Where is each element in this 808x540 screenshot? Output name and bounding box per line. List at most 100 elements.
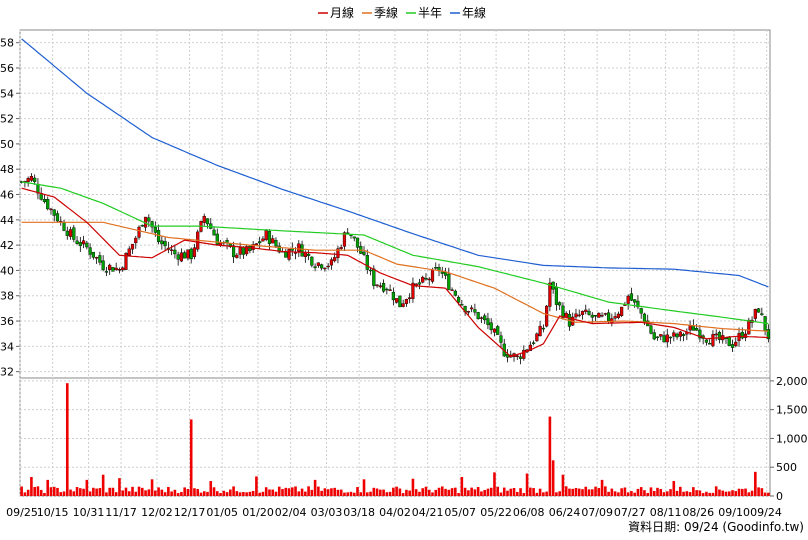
volume-bar: [636, 488, 640, 496]
candle-body: [339, 247, 343, 249]
volume-bar: [489, 487, 493, 496]
volume-bar: [604, 486, 607, 496]
x-tick-label: 06/08: [513, 506, 545, 519]
volume-bar: [718, 489, 721, 496]
volume-bar: [121, 490, 125, 496]
volume-bar: [538, 488, 542, 496]
candle-body: [681, 334, 686, 336]
candle-body: [456, 296, 461, 303]
volume-bar: [597, 488, 601, 496]
volume-bar: [39, 489, 43, 496]
candle-body: [98, 255, 102, 263]
volume-tick-label: 1,000: [776, 432, 808, 445]
candle-body: [593, 315, 598, 317]
candle-body: [756, 308, 761, 313]
volume-bar: [711, 492, 715, 496]
candle-body: [424, 277, 428, 280]
volume-bar: [577, 488, 581, 496]
candle-body: [499, 335, 503, 343]
candle-body: [489, 322, 493, 331]
candle-body: [108, 264, 112, 270]
volume-bar: [124, 487, 128, 496]
x-tick-label: 01/05: [206, 506, 238, 519]
volume-bar: [411, 478, 415, 496]
volume-bar: [698, 490, 702, 496]
candle-body: [473, 309, 477, 313]
candle-body: [636, 300, 640, 308]
moving-average-lines: [21, 38, 769, 358]
candle-body: [528, 344, 532, 352]
volume-bar: [144, 490, 147, 496]
candle-body: [297, 243, 301, 252]
candle-body: [42, 199, 47, 202]
price-tick-label: 36: [0, 315, 14, 328]
volume-bar: [369, 491, 372, 496]
x-tick-label: 01/20: [242, 506, 274, 519]
candle-body: [704, 339, 709, 343]
candle-body: [300, 244, 304, 257]
candle-body: [427, 278, 431, 281]
volume-bar: [525, 473, 529, 496]
volume-bar: [189, 419, 193, 496]
volume-bar: [46, 479, 50, 496]
legend: 月線 季線 半年 年線: [318, 5, 486, 20]
volume-bar: [52, 486, 56, 496]
price-tick-label: 46: [0, 189, 14, 202]
candle-body: [531, 342, 536, 344]
candle-body: [147, 217, 151, 222]
volume-bar: [502, 487, 506, 496]
candle-body: [453, 290, 457, 296]
volume-bar: [639, 487, 643, 496]
x-tick-label: 12/17: [174, 506, 206, 519]
volume-bar: [613, 491, 617, 496]
volume-bar: [287, 488, 291, 496]
candle-body: [734, 341, 738, 346]
candle-body: [333, 257, 337, 262]
quarter-line: [21, 221, 769, 332]
volume-bar: [274, 491, 278, 496]
candle-body: [336, 248, 340, 258]
volume-bar: [79, 488, 82, 496]
volume-bar: [708, 492, 711, 496]
volume-bar: [131, 486, 134, 496]
volume-bar: [467, 490, 470, 496]
volume-bar: [688, 492, 692, 496]
volume-bar: [26, 489, 30, 496]
candle-body: [274, 240, 278, 247]
volume-bar: [206, 491, 209, 496]
candle-body: [52, 209, 56, 216]
candle-body: [137, 226, 141, 238]
price-tick-label: 50: [0, 138, 14, 151]
price-tick-label: 48: [0, 163, 14, 176]
volume-bar: [587, 489, 591, 496]
volume-bar: [59, 492, 63, 496]
candle-body: [753, 308, 757, 319]
candle-body: [264, 230, 268, 240]
candle-body: [460, 304, 464, 306]
candle-body: [62, 222, 66, 231]
candle-body: [91, 251, 95, 258]
volume-bar: [56, 487, 59, 496]
x-tick-label: 09/24: [750, 506, 782, 519]
volume-bar: [320, 490, 323, 496]
volume-bar: [669, 489, 672, 496]
volume-bar: [225, 492, 229, 496]
volume-bar: [229, 489, 232, 496]
volume-bar: [437, 487, 441, 496]
volume-bar: [248, 491, 252, 496]
candle-body: [743, 333, 748, 338]
candle-body: [68, 229, 73, 237]
volume-bar: [714, 486, 718, 496]
volume-bar: [480, 491, 483, 496]
volume-bar: [105, 492, 108, 496]
candle-body: [606, 312, 611, 322]
candle-body: [192, 247, 197, 257]
candle-body: [235, 254, 239, 258]
candle-body: [672, 332, 676, 337]
candle-body: [483, 315, 487, 321]
price-tick-label: 32: [0, 366, 14, 379]
candle-body: [329, 259, 334, 266]
candle-body: [29, 176, 34, 181]
candle-body: [78, 242, 82, 247]
candle-body: [665, 334, 669, 343]
